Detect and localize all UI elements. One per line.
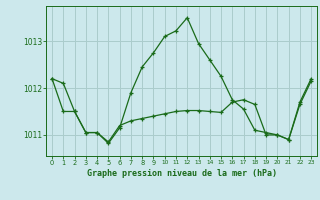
X-axis label: Graphe pression niveau de la mer (hPa): Graphe pression niveau de la mer (hPa) (87, 169, 276, 178)
